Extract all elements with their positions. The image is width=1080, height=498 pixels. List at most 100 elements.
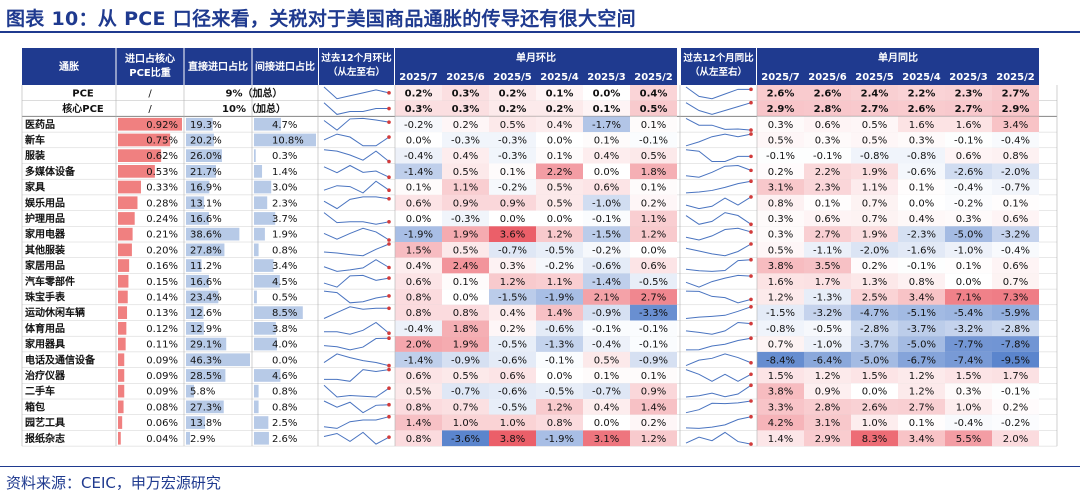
heat-cell	[992, 210, 1039, 227]
yoy-value: 0.8%	[909, 277, 934, 288]
heat-cell	[583, 116, 630, 133]
heat-cell	[442, 100, 489, 117]
yoy-value: 2.8%	[814, 104, 842, 115]
indirect-bar	[254, 180, 272, 194]
weight-bar	[118, 431, 121, 445]
heat-cell	[992, 257, 1039, 274]
direct-value: 20.2%	[190, 135, 222, 146]
row-category: 箱包	[25, 400, 45, 413]
weight-value: 0.20%	[146, 245, 178, 256]
heat-cell	[583, 383, 630, 399]
indirect-value: 0.8%	[272, 387, 297, 398]
mom-value: 0.5%	[453, 167, 478, 178]
source-note: 资料来源：CEIC，申万宏源研究	[6, 474, 221, 492]
yoy-value: -4.7%	[860, 308, 889, 319]
mom-trend-line-endpoint	[387, 238, 391, 242]
weight-bar	[118, 212, 135, 225]
direct-bar	[186, 353, 250, 367]
mom-value: -0.1%	[592, 324, 621, 335]
heat-cell	[395, 430, 442, 447]
heat-cell	[442, 383, 489, 399]
heat-cell	[804, 304, 851, 321]
yoy-value: 2.8%	[815, 402, 840, 413]
mom-value: 0.6%	[594, 183, 619, 194]
heat-cell	[804, 100, 851, 117]
heat-cell	[804, 194, 851, 211]
yoy-value: -3.2%	[954, 324, 983, 335]
direct-value: 12.9%	[190, 324, 222, 335]
title-divider	[0, 31, 1080, 33]
heat-cell	[992, 304, 1039, 321]
yoy-value: 2.6%	[908, 104, 936, 115]
weight-value: 0.24%	[146, 214, 178, 225]
heat-cell	[851, 367, 898, 384]
yoy-value: -6.7%	[907, 355, 936, 366]
heat-cell	[630, 85, 677, 101]
yoy-value: 1.2%	[815, 371, 840, 382]
header-month: 2025/7	[399, 72, 437, 83]
mom-trend-line	[323, 431, 390, 445]
indirect-value: 0.8%	[272, 245, 297, 256]
yoy-value: -6.4%	[813, 355, 842, 366]
heat-cell	[945, 414, 992, 431]
mom-value: 0.8%	[406, 292, 431, 303]
heat-cell	[851, 289, 898, 305]
indirect-value: 2.5%	[272, 418, 297, 429]
direct-value: 26.0%	[190, 151, 222, 162]
mom-trend-line-endpoint	[387, 219, 391, 224]
heat-cell	[395, 336, 442, 352]
mom-value: 1.8%	[641, 167, 666, 178]
yoy-trend-line-endpoint	[749, 257, 753, 262]
yoy-trend-line	[685, 86, 751, 100]
mom-value: -0.1%	[639, 324, 668, 335]
heat-cell	[442, 116, 489, 133]
row-category: 多媒体设备	[25, 165, 76, 178]
yoy-trend-line	[685, 212, 752, 225]
heat-cell	[583, 304, 630, 321]
heat-cell	[630, 383, 677, 399]
yoy-value: 1.6%	[768, 277, 793, 288]
heat-cell	[395, 132, 442, 148]
yoy-trend-line-endpoint	[749, 372, 753, 377]
heat-cell	[583, 194, 630, 211]
mom-value: -0.3%	[498, 151, 527, 162]
heat-cell	[757, 147, 804, 164]
mom-value: 0.6%	[406, 371, 431, 382]
mom-value: -1.9%	[545, 292, 574, 303]
yoy-value: -2.6%	[954, 167, 983, 178]
mom-value: 0.8%	[406, 308, 431, 319]
summary-row-note: 10%（加总）	[222, 102, 286, 115]
indirect-bar	[254, 259, 274, 272]
header-mom-group: 单月环比	[516, 51, 556, 64]
mom-value: 1.2%	[547, 230, 572, 241]
heat-cell	[898, 414, 945, 431]
mom-trend-line	[323, 259, 390, 272]
mom-value: 0.0%	[500, 214, 525, 225]
heat-cell	[442, 226, 489, 242]
yoy-value: 1.0%	[956, 402, 981, 413]
yoy-value: -5.0%	[860, 355, 889, 366]
mom-value: 0.0%	[406, 135, 431, 146]
yoy-value: 1.2%	[768, 292, 793, 303]
heat-cell	[536, 85, 583, 101]
yoy-value: -3.7%	[860, 340, 889, 351]
weight-bar	[118, 117, 182, 131]
indirect-value: 3.8%	[272, 324, 297, 335]
heat-cell	[536, 304, 583, 321]
yoy-trend-line	[685, 306, 752, 319]
mom-value: 0.6%	[500, 371, 525, 382]
heat-cell	[851, 242, 898, 258]
header-core-weight: 进口占核心	[125, 52, 175, 65]
heat-cell	[395, 85, 442, 101]
mom-value: -0.1%	[592, 214, 621, 225]
heat-cell	[583, 367, 630, 384]
yoy-value: 3.8%	[768, 387, 793, 398]
mom-value: 0.5%	[640, 104, 668, 115]
yoy-trend-line	[685, 337, 752, 351]
weight-bar	[118, 149, 162, 162]
heat-cell	[757, 414, 804, 431]
mom-value: -1.5%	[498, 292, 527, 303]
heat-cell	[489, 430, 536, 447]
direct-bar	[186, 196, 205, 210]
mom-trend-line-endpoint	[387, 175, 391, 179]
